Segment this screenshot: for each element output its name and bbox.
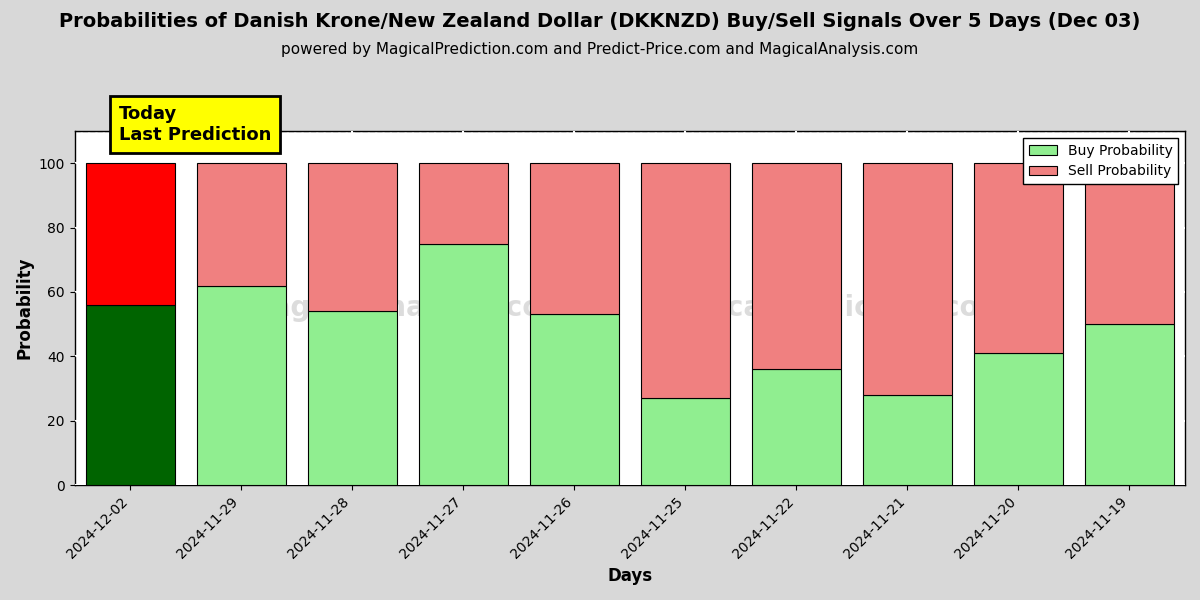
X-axis label: Days: Days	[607, 567, 653, 585]
Bar	[752, 369, 841, 485]
Text: Today
Last Prediction: Today Last Prediction	[119, 105, 271, 144]
Bar	[974, 353, 1063, 485]
Text: MagicalPrediction.com: MagicalPrediction.com	[652, 294, 1008, 322]
Bar	[197, 286, 286, 485]
Legend: Buy Probability, Sell Probability: Buy Probability, Sell Probability	[1024, 138, 1178, 184]
Bar	[308, 163, 397, 311]
Bar	[530, 163, 619, 314]
Text: powered by MagicalPrediction.com and Predict-Price.com and MagicalAnalysis.com: powered by MagicalPrediction.com and Pre…	[281, 42, 919, 57]
Text: Probabilities of Danish Krone/New Zealand Dollar (DKKNZD) Buy/Sell Signals Over : Probabilities of Danish Krone/New Zealan…	[59, 12, 1141, 31]
Bar	[85, 163, 174, 305]
Bar	[1085, 163, 1174, 324]
Bar	[641, 398, 730, 485]
Bar	[863, 395, 952, 485]
Bar	[641, 163, 730, 398]
Bar	[419, 244, 508, 485]
Bar	[419, 163, 508, 244]
Bar	[752, 163, 841, 369]
Text: MagicalAnalysis.com: MagicalAnalysis.com	[245, 294, 571, 322]
Bar	[863, 163, 952, 395]
Bar	[308, 311, 397, 485]
Bar	[1085, 324, 1174, 485]
Bar	[197, 163, 286, 286]
Y-axis label: Probability: Probability	[16, 257, 34, 359]
Bar	[530, 314, 619, 485]
Bar	[974, 163, 1063, 353]
Bar	[85, 305, 174, 485]
